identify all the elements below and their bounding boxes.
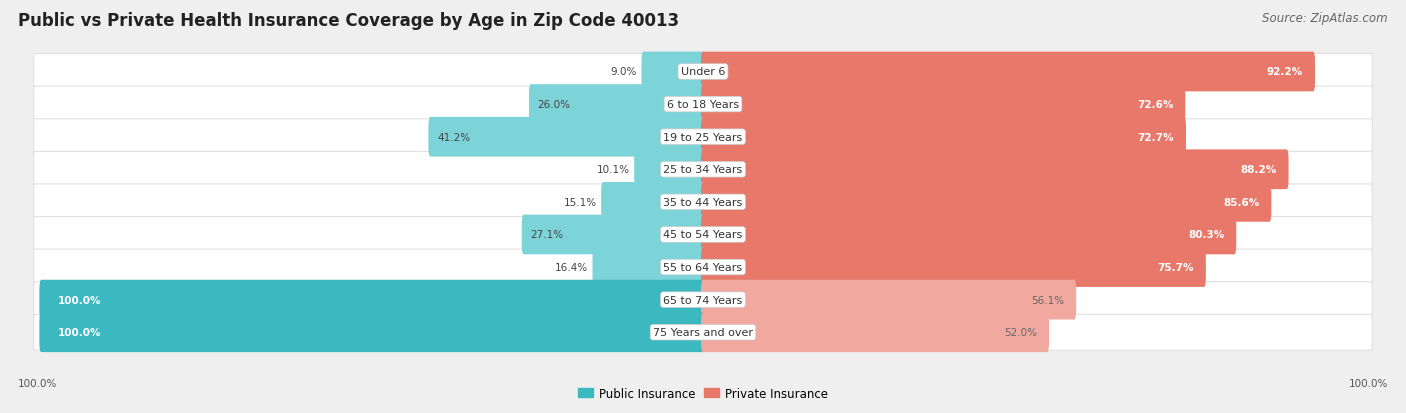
FancyBboxPatch shape (702, 150, 1288, 190)
Text: 75.7%: 75.7% (1157, 262, 1194, 273)
Text: 75 Years and over: 75 Years and over (652, 328, 754, 337)
FancyBboxPatch shape (34, 119, 1372, 155)
FancyBboxPatch shape (702, 85, 1185, 125)
FancyBboxPatch shape (702, 280, 1076, 320)
Text: 10.1%: 10.1% (596, 165, 630, 175)
Text: 35 to 44 Years: 35 to 44 Years (664, 197, 742, 207)
Text: 19 to 25 Years: 19 to 25 Years (664, 132, 742, 142)
Legend: Public Insurance, Private Insurance: Public Insurance, Private Insurance (574, 382, 832, 404)
FancyBboxPatch shape (34, 55, 1372, 90)
FancyBboxPatch shape (34, 152, 1372, 188)
FancyBboxPatch shape (702, 215, 1236, 255)
Text: 80.3%: 80.3% (1188, 230, 1225, 240)
Text: 45 to 54 Years: 45 to 54 Years (664, 230, 742, 240)
FancyBboxPatch shape (702, 118, 1187, 157)
Text: 85.6%: 85.6% (1223, 197, 1260, 207)
Text: Public vs Private Health Insurance Coverage by Age in Zip Code 40013: Public vs Private Health Insurance Cover… (18, 12, 679, 30)
Text: 92.2%: 92.2% (1267, 67, 1303, 77)
Text: Under 6: Under 6 (681, 67, 725, 77)
FancyBboxPatch shape (602, 183, 704, 222)
FancyBboxPatch shape (39, 280, 704, 320)
Text: 41.2%: 41.2% (437, 132, 470, 142)
FancyBboxPatch shape (592, 247, 704, 287)
FancyBboxPatch shape (702, 52, 1315, 92)
Text: 26.0%: 26.0% (537, 100, 571, 110)
Text: 6 to 18 Years: 6 to 18 Years (666, 100, 740, 110)
Text: 65 to 74 Years: 65 to 74 Years (664, 295, 742, 305)
FancyBboxPatch shape (522, 215, 704, 255)
Text: 25 to 34 Years: 25 to 34 Years (664, 165, 742, 175)
Text: 100.0%: 100.0% (58, 328, 101, 337)
Text: Source: ZipAtlas.com: Source: ZipAtlas.com (1263, 12, 1388, 25)
FancyBboxPatch shape (429, 118, 704, 157)
FancyBboxPatch shape (34, 282, 1372, 318)
Text: 88.2%: 88.2% (1240, 165, 1277, 175)
Text: 9.0%: 9.0% (610, 67, 637, 77)
FancyBboxPatch shape (34, 87, 1372, 123)
FancyBboxPatch shape (702, 183, 1271, 222)
FancyBboxPatch shape (529, 85, 704, 125)
Text: 72.6%: 72.6% (1137, 100, 1174, 110)
Text: 100.0%: 100.0% (18, 378, 58, 388)
FancyBboxPatch shape (641, 52, 704, 92)
Text: 72.7%: 72.7% (1137, 132, 1174, 142)
Text: 100.0%: 100.0% (1348, 378, 1388, 388)
Text: 56.1%: 56.1% (1031, 295, 1064, 305)
FancyBboxPatch shape (34, 217, 1372, 253)
FancyBboxPatch shape (34, 315, 1372, 350)
FancyBboxPatch shape (34, 249, 1372, 285)
FancyBboxPatch shape (702, 247, 1206, 287)
Text: 15.1%: 15.1% (564, 197, 596, 207)
Text: 55 to 64 Years: 55 to 64 Years (664, 262, 742, 273)
FancyBboxPatch shape (702, 313, 1049, 352)
FancyBboxPatch shape (634, 150, 704, 190)
Text: 100.0%: 100.0% (58, 295, 101, 305)
FancyBboxPatch shape (39, 313, 704, 352)
Text: 52.0%: 52.0% (1004, 328, 1038, 337)
Text: 16.4%: 16.4% (555, 262, 588, 273)
Text: 27.1%: 27.1% (530, 230, 564, 240)
FancyBboxPatch shape (34, 185, 1372, 220)
